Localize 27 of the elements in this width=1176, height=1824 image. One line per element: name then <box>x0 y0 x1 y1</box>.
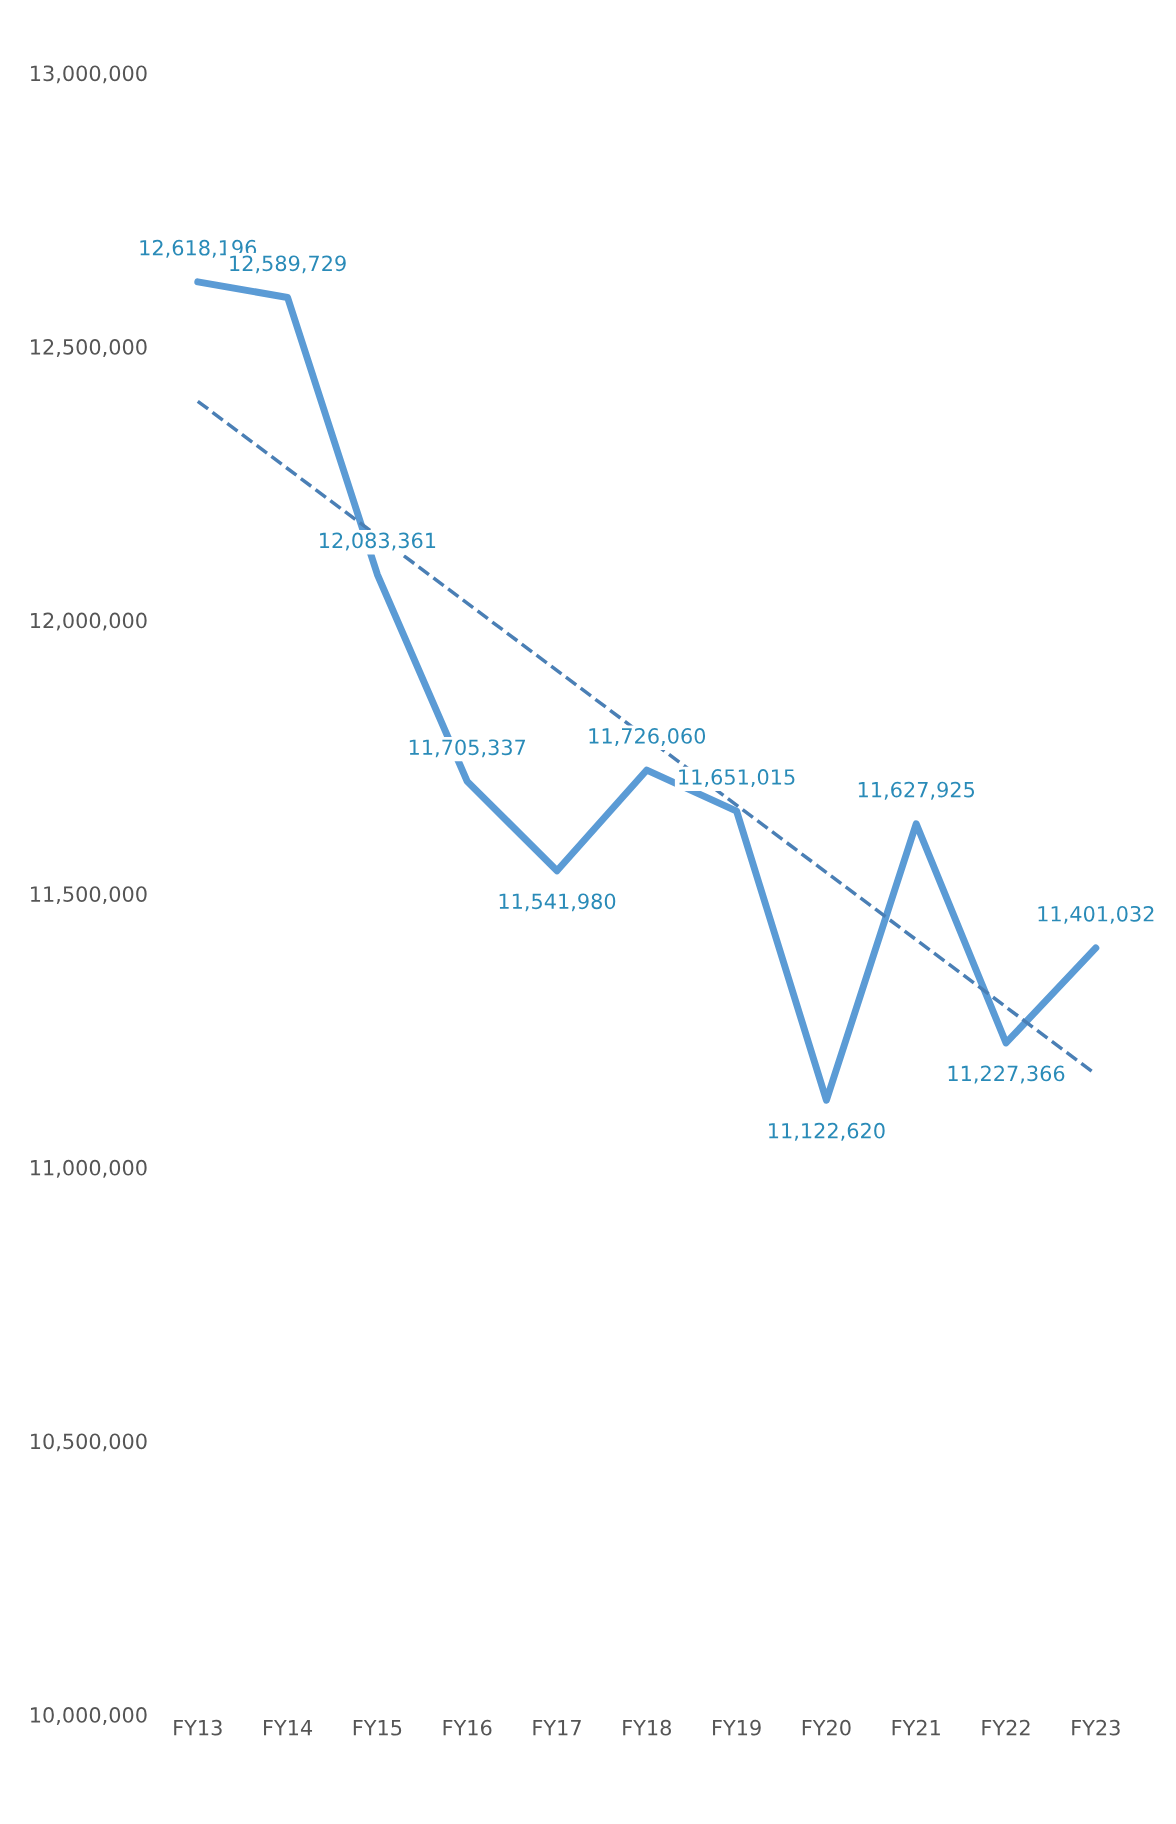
data-label: 12,083,361 <box>320 532 436 551</box>
data-label: 11,651,015 <box>679 769 795 787</box>
x-tick-label: FY21 <box>892 1719 940 1736</box>
data-label: 11,227,366 <box>948 1065 1065 1084</box>
x-tick-label: FY20 <box>802 1719 851 1736</box>
x-tick-label: FY17 <box>533 1720 581 1736</box>
x-tick-label: FY16 <box>443 1719 492 1736</box>
y-tick-label: 12,500,000 <box>31 339 147 357</box>
data-label: 11,705,337 <box>409 739 526 758</box>
data-label: 11,726,060 <box>589 728 706 746</box>
y-tick-label: 13,000,000 <box>31 65 147 84</box>
x-tick-label: FY13 <box>174 1719 222 1736</box>
y-tick-label: 11,000,000 <box>31 1159 147 1178</box>
x-tick-label: FY14 <box>264 1720 313 1736</box>
x-tick-label: FY23 <box>1072 1719 1120 1736</box>
data-label: 11,122,620 <box>769 1122 885 1141</box>
y-tick-label: 10,500,000 <box>31 1433 147 1452</box>
y-tick-label: 12,000,000 <box>31 612 147 631</box>
x-tick-label: FY18 <box>623 1719 671 1736</box>
x-tick-label: FY22 <box>982 1719 1030 1736</box>
y-tick-label: 10,000,000 <box>31 1707 147 1725</box>
y-tick-label: 11,500,000 <box>31 886 147 905</box>
data-label: 11,627,925 <box>858 781 975 800</box>
x-tick-label: FY15 <box>353 1720 402 1736</box>
x-tick-label: FY19 <box>713 1719 761 1736</box>
data-label: 11,541,980 <box>499 893 616 912</box>
data-label: 11,401,032 <box>1038 905 1154 924</box>
